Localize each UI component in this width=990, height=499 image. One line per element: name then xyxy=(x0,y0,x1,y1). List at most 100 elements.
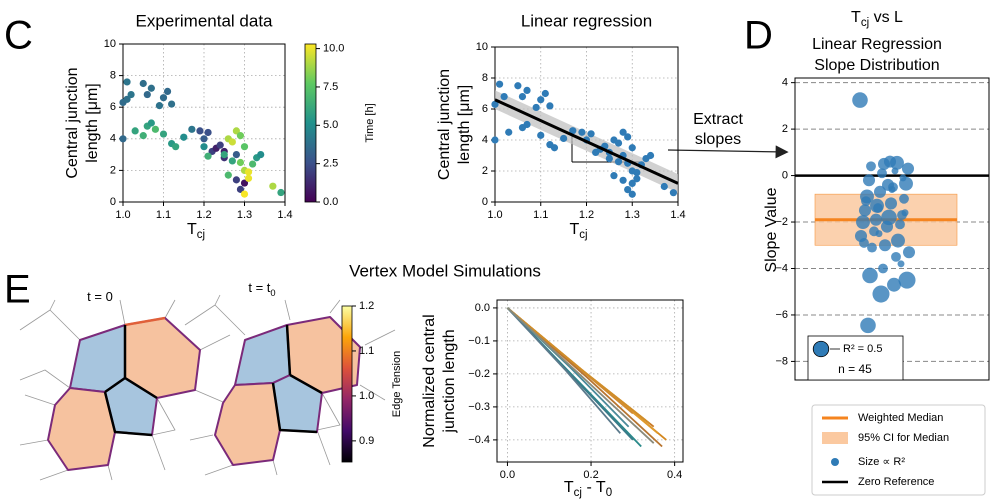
data-point xyxy=(569,127,577,135)
x-axis-label-part: - T xyxy=(582,479,606,496)
y-tick-label: −4 xyxy=(775,262,788,274)
y-tick-label: −8 xyxy=(775,355,788,367)
y-tick-label: −0.1 xyxy=(468,335,490,347)
chart-title: Experimental data xyxy=(135,11,273,30)
sample-size: n = 45 xyxy=(838,362,872,376)
bubble xyxy=(899,193,909,204)
cell-diagram xyxy=(19,294,396,481)
data-point xyxy=(277,188,285,197)
data-point xyxy=(139,132,147,140)
y-tick-label: −6 xyxy=(775,309,788,321)
y-axis-label: junction length xyxy=(441,329,458,433)
chart-subtitle: Slope Distribution xyxy=(814,57,939,74)
bubble xyxy=(891,167,899,175)
data-point xyxy=(127,90,135,99)
data-point xyxy=(220,151,228,159)
data-point xyxy=(172,143,180,151)
chart-subtitle: Linear Regression xyxy=(812,36,942,53)
extract-arrow xyxy=(667,145,789,159)
data-point xyxy=(560,134,568,143)
data-point xyxy=(537,96,545,104)
x-axis-label-part: T xyxy=(569,221,579,238)
y-tick-label: 2 xyxy=(482,165,488,177)
y-axis-label: Slope Value xyxy=(763,187,780,272)
colorbar-tick-label: 1.1 xyxy=(359,345,374,357)
legend-box xyxy=(811,404,986,496)
x-tick-label: 1.1 xyxy=(156,209,171,221)
data-point xyxy=(139,79,147,88)
y-tick-label: 2 xyxy=(782,123,788,135)
data-point xyxy=(200,135,208,143)
data-point xyxy=(232,151,240,159)
colorbar-label: Edge Tension xyxy=(391,351,403,417)
x-tick-label: 0.4 xyxy=(667,469,682,481)
data-point xyxy=(491,136,499,144)
series-line xyxy=(506,307,621,434)
data-point xyxy=(159,94,168,102)
data-point xyxy=(628,179,636,187)
colorbar-tick-label: 10.0 xyxy=(323,43,344,55)
snapshot-label-part: t = t xyxy=(248,280,270,295)
data-point xyxy=(505,128,513,136)
x-axis-label: Tcj xyxy=(187,221,205,241)
bubble xyxy=(862,267,878,284)
plot-frame xyxy=(494,46,679,203)
data-point xyxy=(236,185,245,193)
bubble xyxy=(858,204,872,217)
x-axis-label: Tcj xyxy=(569,221,587,241)
data-point xyxy=(244,168,253,176)
y-axis-label: Central junction xyxy=(64,67,81,178)
data-point xyxy=(143,90,151,99)
x-tick-label: 1.4 xyxy=(670,209,685,221)
data-point xyxy=(578,128,586,136)
data-point xyxy=(240,143,249,151)
x-tick-label: 1.3 xyxy=(237,209,252,221)
bubble xyxy=(881,178,895,191)
colorbar-tick-label: 1.2 xyxy=(359,300,374,312)
data-point xyxy=(228,157,236,165)
data-point xyxy=(131,127,139,135)
snapshot-label: t = 0 xyxy=(87,289,113,304)
y-tick-label: −0.2 xyxy=(468,368,490,380)
data-point xyxy=(180,133,188,141)
legend-label: 95% CI for Median xyxy=(858,432,949,444)
data-point xyxy=(587,130,595,138)
data-point xyxy=(228,138,236,146)
data-point xyxy=(240,179,249,187)
data-point xyxy=(532,103,540,112)
colorbar-tick-label: 2.5 xyxy=(323,158,338,170)
data-point xyxy=(119,135,127,143)
data-point xyxy=(216,141,224,149)
snapshot-label-part: t = 0 xyxy=(87,289,113,304)
legend-label: Weighted Median xyxy=(858,412,943,424)
data-point xyxy=(624,186,632,194)
snapshot-later xyxy=(184,294,396,476)
data-point xyxy=(200,143,208,151)
data-point xyxy=(159,130,168,138)
legend-label: Zero Reference xyxy=(858,476,934,488)
snapshot-label: t = t0 xyxy=(248,280,275,298)
regression-line xyxy=(494,98,679,185)
snapshot-initial xyxy=(19,299,231,481)
data-point xyxy=(550,144,559,152)
data-point xyxy=(204,128,212,137)
data-point xyxy=(537,131,545,139)
y-axis-label: length [μm] xyxy=(456,85,473,164)
x-axis-label-part: 0 xyxy=(606,487,612,499)
data-point xyxy=(518,93,527,101)
bubble xyxy=(866,161,876,172)
data-point xyxy=(610,172,618,180)
x-tick-label: 1.3 xyxy=(625,209,640,221)
bubble xyxy=(891,233,905,248)
y-axis-label: Central junction xyxy=(436,69,453,180)
y-tick-label: 4 xyxy=(110,133,116,145)
y-tick-label: 0.0 xyxy=(475,302,490,314)
size-legend-marker xyxy=(812,340,830,358)
legend-symbol xyxy=(822,432,848,444)
data-point xyxy=(232,127,240,135)
data-point xyxy=(614,139,623,147)
y-tick-label: 0 xyxy=(782,169,788,181)
data-point xyxy=(514,82,522,90)
legend-label: Size ∝ R² xyxy=(858,456,905,468)
